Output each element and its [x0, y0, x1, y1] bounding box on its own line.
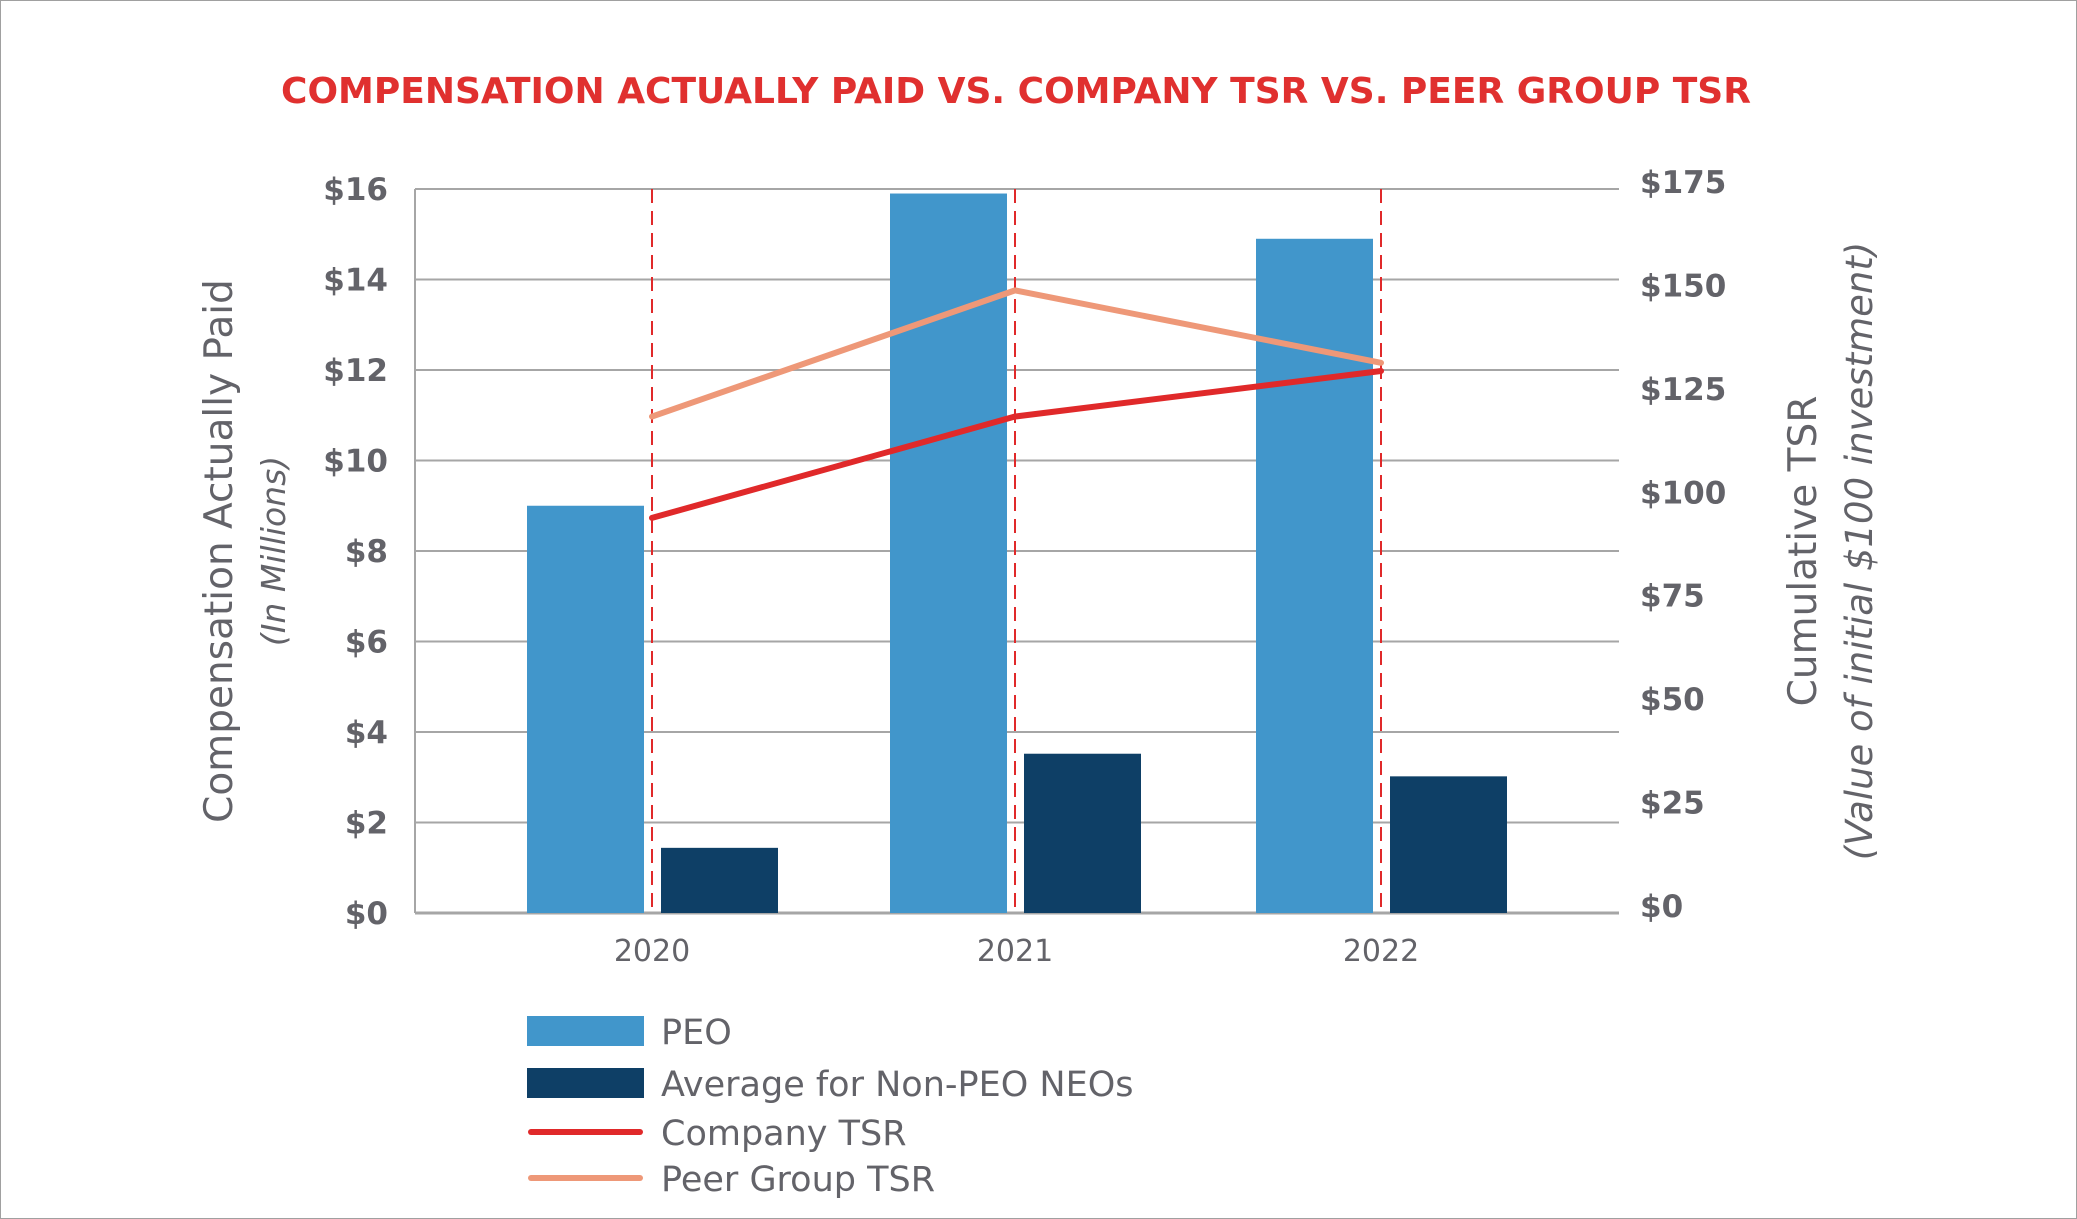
- y-tick-label: $0: [345, 896, 388, 932]
- bar-peo: [527, 505, 644, 913]
- y-tick-label: $14: [323, 263, 388, 299]
- legend-label: Peer Group TSR: [661, 1160, 935, 1200]
- y-axis-subtitle: (In Millions): [254, 456, 293, 646]
- legend-label: Average for Non-PEO NEOs: [661, 1065, 1133, 1105]
- y-axis-title: Compensation Actually Paid: [197, 279, 242, 823]
- chart-title: COMPENSATION ACTUALLY PAID VS. COMPANY T…: [281, 71, 1751, 112]
- x-tick-label: 2022: [1343, 934, 1419, 969]
- y-tick-label: $2: [345, 806, 388, 842]
- line-company-tsr: [649, 368, 1384, 521]
- y-tick-label: $6: [345, 625, 388, 661]
- y-tick-label: $10: [323, 444, 388, 480]
- y-tick-label: $4: [345, 715, 388, 751]
- y-tick-label: $8: [345, 534, 388, 570]
- bar-average-for-non-peo-neos: [1390, 776, 1507, 913]
- y-tick-label: $12: [323, 353, 388, 389]
- y2-axis-subtitle: (Value of initial $100 investment): [1838, 242, 1881, 861]
- y2-tick-label: $175: [1640, 165, 1726, 201]
- y2-tick-label: $50: [1640, 682, 1705, 718]
- line-peer-group-tsr: [649, 287, 1384, 420]
- y2-axis-title: Cumulative TSR: [1781, 396, 1826, 707]
- bar-average-for-non-peo-neos: [1024, 753, 1141, 913]
- y2-tick-label: $100: [1640, 475, 1726, 511]
- y2-tick-label: $75: [1640, 579, 1705, 615]
- legend-swatch: [527, 1068, 644, 1098]
- bar-average-for-non-peo-neos: [661, 847, 778, 913]
- y2-tick-label: $125: [1640, 372, 1726, 408]
- y-tick-label: $16: [323, 172, 388, 208]
- legend-label: PEO: [661, 1013, 732, 1053]
- legend-label: Company TSR: [661, 1114, 907, 1154]
- legend-swatch: [527, 1016, 644, 1046]
- y2-tick-label: $150: [1640, 268, 1726, 304]
- y2-tick-label: $0: [1640, 889, 1683, 925]
- x-tick-label: 2021: [977, 934, 1053, 969]
- y2-tick-label: $25: [1640, 786, 1705, 822]
- x-tick-label: 2020: [614, 934, 690, 969]
